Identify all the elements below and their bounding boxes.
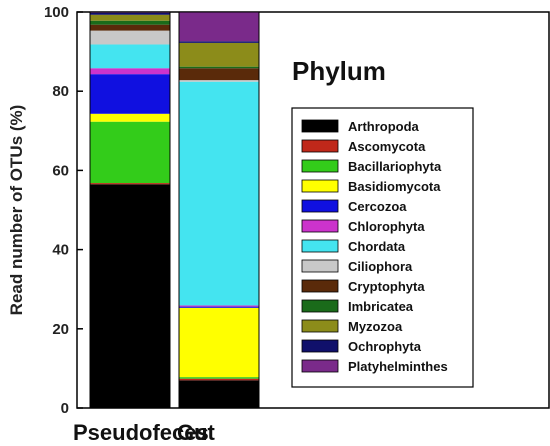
bar-segment-gut-arthropoda bbox=[179, 380, 259, 408]
legend-swatch-myzozoa bbox=[301, 319, 339, 333]
legend-swatch-ochrophyta bbox=[301, 339, 339, 353]
legend-swatch-bacillariophyta bbox=[301, 159, 339, 173]
legend-swatch-platyhelminthes bbox=[301, 359, 339, 373]
bars-layer bbox=[89, 11, 260, 409]
bar-segment-gut-platyhelminthes bbox=[179, 12, 259, 42]
y-tick-label: 60 bbox=[52, 162, 69, 179]
bar-outline-gut bbox=[178, 11, 260, 409]
legend-label-basidiomycota: Basidiomycota bbox=[348, 179, 441, 194]
legend-label-ochrophyta: Ochrophyta bbox=[348, 339, 422, 354]
legend-label-ascomycota: Ascomycota bbox=[348, 139, 426, 154]
legend-swatch-cryptophyta bbox=[301, 279, 339, 293]
legend-label-chordata: Chordata bbox=[348, 239, 406, 254]
bar-segment-pseudofeces-basidiomycota bbox=[90, 113, 170, 122]
bar-segment-gut-imbricatea bbox=[179, 66, 259, 69]
legend-label-platyhelminthes: Platyhelminthes bbox=[348, 359, 448, 374]
legend-label-ciliophora: Ciliophora bbox=[348, 259, 413, 274]
legend-label-arthropoda: Arthropoda bbox=[348, 119, 420, 134]
y-tick-label: 0 bbox=[61, 400, 69, 417]
legend: Arthropoda Ascomycota Bacillariophyta Basid… bbox=[291, 107, 474, 388]
y-tick-label: 80 bbox=[52, 83, 69, 100]
chart-title: Phylum bbox=[292, 56, 386, 86]
bar-segment-gut-ciliophora bbox=[179, 80, 259, 82]
legend-label-bacillariophyta: Bacillariophyta bbox=[348, 159, 442, 174]
bar-segment-gut-chlorophyta bbox=[179, 305, 259, 307]
bar-segment-pseudofeces-myzozoa bbox=[90, 14, 170, 21]
y-tick-label: 40 bbox=[52, 242, 69, 259]
bar-segment-gut-basidiomycota bbox=[179, 307, 259, 378]
bar-segment-pseudofeces-cercozoa bbox=[90, 74, 170, 114]
bar-segment-pseudofeces-cryptophyta bbox=[90, 24, 170, 31]
legend-swatch-chordata bbox=[301, 239, 339, 253]
bar-segment-gut-cercozoa bbox=[179, 306, 259, 308]
bar-segment-gut-bacillariophyta bbox=[179, 377, 259, 379]
legend-label-chlorophyta: Chlorophyta bbox=[348, 219, 425, 234]
bar-segment-pseudofeces-ascomycota bbox=[90, 183, 170, 185]
y-tick-label: 100 bbox=[44, 4, 69, 21]
bar-segment-gut-cryptophyta bbox=[179, 68, 259, 81]
category-label-pseudofeces: Pseudofeces bbox=[73, 420, 209, 445]
bar-segment-gut-myzozoa bbox=[179, 42, 259, 67]
legend-label-imbricatea: Imbricatea bbox=[348, 299, 414, 314]
bar-segment-pseudofeces-chordata bbox=[90, 44, 170, 69]
legend-swatch-cercozoa bbox=[301, 199, 339, 213]
bar-segment-pseudofeces-chlorophyta bbox=[90, 68, 170, 75]
y-axis: 0 20 40 60 80 100 bbox=[44, 4, 83, 417]
legend-swatch-imbricatea bbox=[301, 299, 339, 313]
bar-segment-pseudofeces-arthropoda bbox=[90, 184, 170, 408]
legend-swatch-ciliophora bbox=[301, 259, 339, 273]
bar-segment-gut-ascomycota bbox=[179, 378, 259, 381]
bar-outline-pseudofeces bbox=[89, 11, 171, 409]
y-axis-label: Read number of OTUs (%) bbox=[7, 105, 26, 316]
bar-segment-pseudofeces-bacillariophyta bbox=[90, 121, 170, 184]
legend-swatch-ascomycota bbox=[301, 139, 339, 153]
legend-swatch-chlorophyta bbox=[301, 219, 339, 233]
legend-swatch-arthropoda bbox=[301, 119, 339, 133]
bar-segment-gut-ochrophyta bbox=[179, 41, 259, 43]
legend-label-cryptophyta: Cryptophyta bbox=[348, 279, 425, 294]
legend-label-cercozoa: Cercozoa bbox=[348, 199, 407, 214]
bar-segment-gut-chordata bbox=[179, 81, 259, 306]
bar-segment-pseudofeces-imbricatea bbox=[90, 20, 170, 25]
legend-label-myzozoa: Myzozoa bbox=[348, 319, 403, 334]
legend-swatch-basidiomycota bbox=[301, 179, 339, 193]
category-label-gut: Gut bbox=[177, 420, 216, 445]
y-tick-label: 20 bbox=[52, 321, 69, 338]
bar-segment-pseudofeces-ochrophyta bbox=[90, 12, 170, 15]
bar-segment-pseudofeces-ciliophora bbox=[90, 30, 170, 45]
